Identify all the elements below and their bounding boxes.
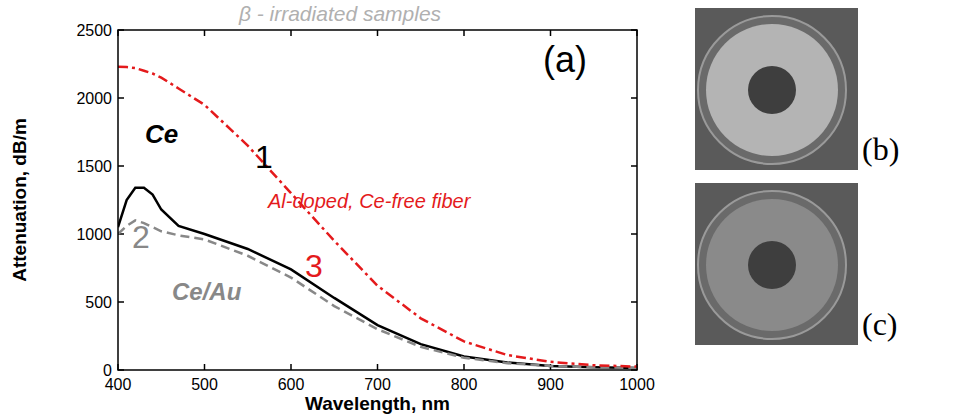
x-tick-label: 500	[191, 376, 218, 393]
photo-background	[695, 183, 858, 345]
y-tick	[631, 301, 637, 303]
fiber-photo	[695, 183, 858, 345]
x-tick	[290, 30, 292, 36]
photo-coating	[698, 16, 846, 164]
x-tick-label: 600	[278, 376, 305, 393]
curve-number: 2	[132, 219, 150, 255]
x-tick-label: 800	[451, 376, 478, 393]
plot-lines	[118, 67, 637, 368]
y-tick-label: 1500	[76, 158, 112, 175]
x-tick	[377, 30, 379, 36]
x-tick	[550, 30, 552, 36]
y-tick	[118, 97, 124, 99]
series-label: Al-doped, Ce-free fiber	[267, 190, 472, 212]
y-tick	[631, 165, 637, 167]
y-tick-label: 500	[85, 294, 112, 311]
y-tick	[631, 97, 637, 99]
figure: 4005006007008009001000050010001500200025…	[0, 0, 953, 420]
curve-number: 3	[305, 248, 323, 284]
x-tick	[204, 364, 206, 370]
y-tick-label: 1000	[76, 226, 112, 243]
series-line	[118, 67, 637, 367]
x-tick-label: 900	[537, 376, 564, 393]
x-tick	[204, 30, 206, 36]
plot-frame	[118, 30, 637, 370]
y-tick-label: 2000	[76, 90, 112, 107]
x-axis-title: Wavelength, nm	[305, 393, 450, 414]
y-tick	[631, 233, 637, 235]
panel-label: (a)	[543, 39, 587, 80]
photo-core	[748, 66, 796, 114]
series-label: Ce/Au	[172, 278, 242, 305]
series-line	[118, 220, 637, 368]
series-line	[118, 188, 637, 368]
y-tick-label: 0	[103, 362, 112, 379]
x-tick	[463, 364, 465, 370]
y-tick-label: 2500	[76, 22, 112, 39]
panel-label: (b)	[862, 131, 899, 167]
series-label: Ce	[145, 119, 178, 149]
photo-coating	[698, 191, 846, 339]
y-tick	[118, 301, 124, 303]
y-tick	[118, 165, 124, 167]
photo-cladding	[706, 24, 838, 156]
fiber-photo	[695, 8, 858, 170]
y-axis-title: Attenuation, dB/m	[9, 118, 30, 282]
photo-core	[748, 241, 796, 289]
x-tick	[290, 364, 292, 370]
photo-cladding	[706, 199, 838, 331]
x-tick-label: 700	[364, 376, 391, 393]
curve-number: 1	[255, 139, 273, 175]
x-tick	[377, 364, 379, 370]
title: β - irradiated samples	[238, 2, 442, 25]
x-tick	[463, 30, 465, 36]
panel-label: (c)	[862, 306, 898, 342]
x-tick-label: 1000	[619, 376, 655, 393]
photo-background	[695, 8, 858, 170]
